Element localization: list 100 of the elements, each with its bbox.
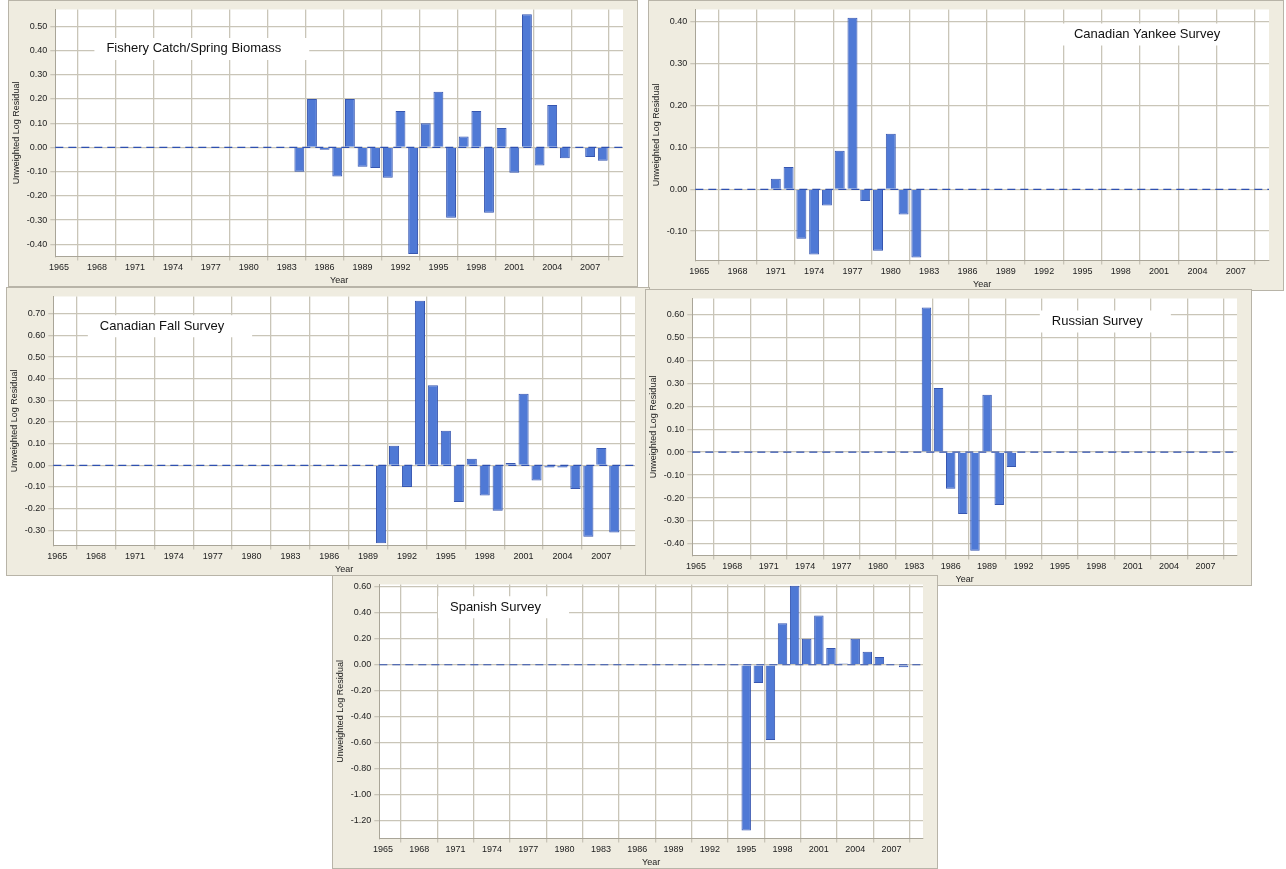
y-tick-label: 0.50 [27,351,46,362]
x-tick-label: 1989 [358,551,379,562]
x-axis-title: Year [973,279,992,290]
x-tick-label: 1968 [409,844,430,855]
y-tick-label: -0.40 [350,711,372,722]
x-tick-label: 2004 [542,262,563,273]
x-tick-label: 1974 [163,551,184,562]
x-tick-label: 1992 [390,262,411,273]
x-tick-label: 1968 [727,266,748,277]
x-tick-label: 1995 [1072,266,1093,277]
x-tick-label: 1998 [466,262,487,273]
x-tick-label: 1965 [372,844,393,855]
y-tick-label: 0.20 [27,416,46,427]
x-tick-label: 1986 [319,551,340,562]
x-tick-label: 1980 [867,561,888,572]
y-tick-label: 0.30 [666,377,685,388]
x-axis-title: Year [642,857,661,868]
y-tick-label: 0.10 [666,423,685,434]
y-tick-label: 0.60 [666,308,685,319]
x-tick-label: 1989 [977,561,998,572]
x-tick-label: 1983 [276,262,297,273]
y-tick-label: 0.10 [27,438,46,449]
y-tick-label: 0.10 [29,117,48,128]
y-tick-label: 0.60 [27,329,46,340]
x-tick-label: 1980 [238,262,259,273]
x-tick-label: 1986 [314,262,335,273]
y-tick-label: -0.40 [26,238,48,249]
x-tick-label: 1986 [940,561,961,572]
x-tick-label: 2007 [1195,561,1216,572]
x-tick-label: 1971 [758,561,779,572]
x-tick-label: 1971 [124,262,145,273]
y-tick-label: -0.10 [666,225,688,236]
x-tick-label: 2007 [580,262,601,273]
y-axis-title: Unweighted Log Residual [650,83,661,187]
x-tick-label: 1974 [162,262,183,273]
y-tick-label: 0.70 [27,308,46,319]
x-tick-label: 1986 [627,844,648,855]
x-tick-label: 1968 [86,551,107,562]
x-tick-label: 2001 [504,262,525,273]
x-axis-title: Year [335,564,354,575]
x-tick-label: 1989 [663,844,684,855]
y-tick-label: -0.20 [26,190,48,201]
y-tick-label: 0.40 [353,607,372,618]
x-tick-label: 2007 [1225,266,1246,277]
x-tick-label: 1980 [880,266,901,277]
y-tick-label: 0.30 [29,69,48,80]
y-tick-label: 0.40 [666,354,685,365]
y-tick-label: -0.20 [350,685,372,696]
y-tick-label: -0.80 [350,762,372,773]
y-tick-label: 0.20 [669,100,688,111]
x-tick-label: 1992 [1034,266,1055,277]
x-tick-label: 2001 [513,551,534,562]
x-tick-label: 1980 [554,844,575,855]
x-tick-label: 2001 [808,844,829,855]
y-tick-label: 0.10 [669,141,688,152]
x-tick-label: 1977 [200,262,221,273]
x-tick-label: 1965 [685,561,706,572]
x-tick-label: 1998 [474,551,495,562]
y-axis-title: Unweighted Log Residual [8,369,19,473]
text: Spanish Survey [449,598,542,614]
x-tick-label: 1998 [772,844,793,855]
x-tick-label: 1989 [352,262,373,273]
y-tick-label: 0.60 [353,581,372,592]
text: Russian Survey [1051,313,1144,329]
x-tick-label: 1983 [590,844,611,855]
y-tick-label: -0.60 [350,736,372,747]
y-tick-label: 0.00 [27,459,46,470]
x-tick-label: 1965 [689,266,710,277]
x-tick-label: 1968 [722,561,743,572]
y-tick-label: -1.20 [350,814,372,825]
x-tick-label: 1986 [957,266,978,277]
x-tick-label: 1995 [1049,561,1070,572]
y-tick-label: -0.40 [663,538,685,549]
x-tick-label: 1965 [49,262,70,273]
x-tick-label: 1977 [518,844,539,855]
y-tick-label: -0.30 [24,524,46,535]
x-tick-label: 1983 [919,266,940,277]
text: Canadian Fall Survey [99,317,225,333]
y-axis-title: Unweighted Log Residual [647,375,658,479]
x-tick-label: 1977 [842,266,863,277]
y-tick-label: -0.20 [663,492,685,503]
x-tick-label: 1998 [1086,561,1107,572]
y-tick-label: 0.50 [29,20,48,31]
x-tick-label: 1971 [124,551,145,562]
x-tick-label: 1998 [1110,266,1131,277]
x-tick-label: 2004 [1159,561,1180,572]
x-tick-label: 2001 [1122,561,1143,572]
y-axis-title: Unweighted Log Residual [334,660,345,763]
x-tick-label: 2004 [552,551,573,562]
x-tick-label: 1983 [904,561,925,572]
x-tick-label: 1974 [795,561,816,572]
y-tick-label: -0.30 [26,214,48,225]
y-tick-label: -0.20 [24,503,46,514]
x-tick-label: 1977 [831,561,852,572]
y-tick-label: -0.30 [663,515,685,526]
x-tick-label: 1989 [995,266,1016,277]
x-tick-label: 1995 [736,844,757,855]
x-tick-label: 1992 [396,551,417,562]
x-axis-title: Year [955,574,974,585]
y-tick-label: -0.10 [26,166,48,177]
